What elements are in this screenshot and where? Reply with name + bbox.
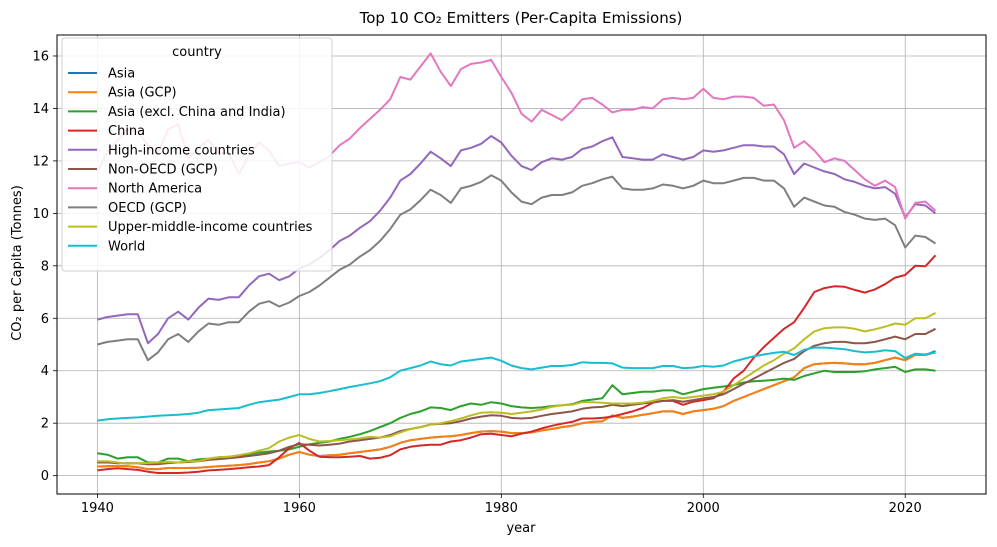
x-tick-label: 2020 (889, 501, 922, 516)
series-line-oecd-gcp (97, 174, 937, 362)
legend-label-north-america: North America (108, 182, 202, 197)
legend-box (61, 37, 333, 272)
legend-label-oecd-gcp: OECD (GCP) (108, 201, 187, 216)
plot-frame (56, 34, 987, 495)
legend-label-high-income-countries: High-income countries (108, 143, 255, 158)
x-tick-label: 1940 (81, 501, 114, 516)
axis-ticks: 1940 1960 1980 2000 2020 0 2 4 6 8 10 12 14 16 (32, 49, 921, 516)
legend-label-world: World (108, 239, 145, 254)
legend: country Asia Asia (GCP) Asia (excl. China … (61, 37, 333, 272)
chart-title: Top 10 CO₂ Emitters (Per-Capita Emission… (359, 9, 683, 27)
x-tick-label: 2000 (687, 501, 720, 516)
y-tick-label: 16 (32, 49, 49, 64)
legend-label-asia-excl-china-and-india: Asia (excl. China and India) (108, 105, 286, 120)
y-tick-label: 10 (32, 207, 49, 222)
x-axis-label: year (506, 521, 536, 536)
y-tick-label: 4 (41, 364, 49, 379)
series-line-upper-middle-income-countries (97, 312, 936, 465)
series-line-high-income-countries (97, 135, 937, 345)
y-tick-label: 14 (32, 102, 49, 117)
y-axis-label: CO₂ per Capita (Tonnes) (10, 185, 25, 341)
y-tick-label: 12 (32, 154, 49, 169)
x-tick-label: 1960 (283, 501, 316, 516)
legend-label-china: China (108, 124, 145, 139)
series-line-china (97, 254, 937, 474)
legend-label-non-oecd-gcp: Non-OECD (GCP) (108, 163, 218, 178)
legend-label-upper-middle-income-countries: Upper-middle-income countries (108, 220, 313, 235)
legend-label-asia-gcp: Asia (GCP) (108, 86, 177, 101)
legend-items: Asia Asia (GCP) Asia (excl. China and Indi… (68, 67, 313, 254)
y-tick-label: 0 (41, 469, 49, 484)
grid (57, 35, 986, 494)
legend-title: country (172, 45, 222, 60)
x-tick-label: 1980 (485, 501, 518, 516)
y-tick-label: 2 (41, 417, 49, 432)
series-line-non-oecd-gcp (97, 327, 936, 466)
legend-label-asia: Asia (108, 67, 135, 82)
y-tick-label: 8 (41, 259, 49, 274)
y-tick-label: 6 (41, 312, 49, 327)
series-line-world (97, 346, 936, 422)
series-line-asia-gcp (97, 351, 936, 471)
